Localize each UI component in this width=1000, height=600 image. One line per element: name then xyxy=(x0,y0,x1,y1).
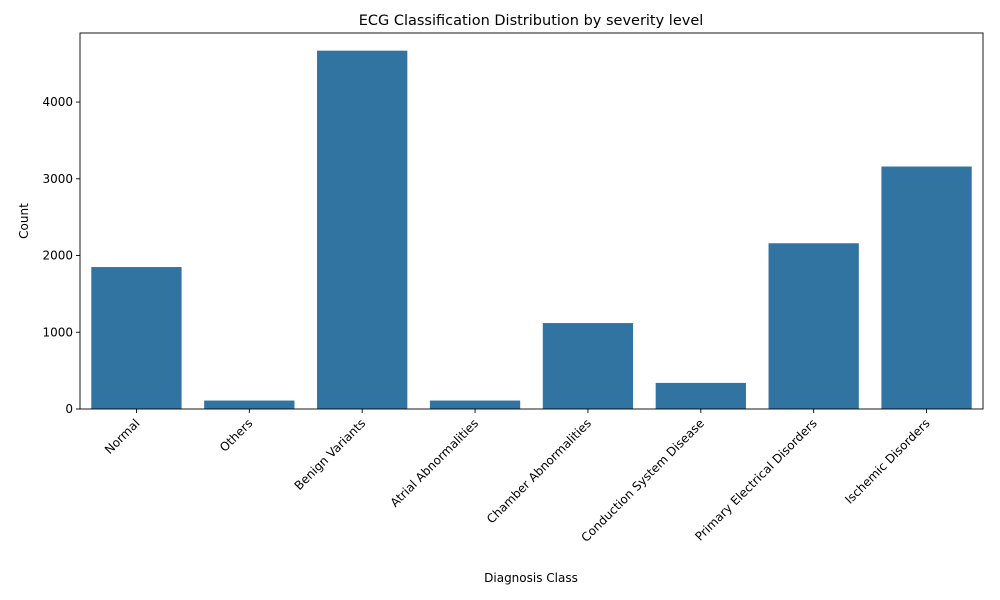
x-tick-label: Benign Variants xyxy=(292,416,369,493)
bar-ischemic-disorders xyxy=(881,166,972,409)
x-tick-label: Chamber Abnormalities xyxy=(484,416,594,526)
y-tick-label: 3000 xyxy=(42,172,73,186)
x-tick-label: Atrial Abnormalities xyxy=(388,416,482,510)
y-tick-label: 4000 xyxy=(42,95,73,109)
x-tick-label: Others xyxy=(217,416,255,454)
y-tick-label: 0 xyxy=(65,402,73,416)
bar-conduction-system-disease xyxy=(655,382,746,409)
x-axis-label: Diagnosis Class xyxy=(484,571,578,585)
x-tick-label: Primary Electrical Disorders xyxy=(692,416,819,543)
y-axis-ticks: 0 1000 2000 3000 4000 xyxy=(42,95,80,416)
bar-chamber-abnormalities xyxy=(542,323,634,409)
y-axis-label: Count xyxy=(17,203,31,239)
y-tick-label: 2000 xyxy=(42,249,73,263)
plot-frame xyxy=(79,32,984,410)
x-axis-ticks: Normal Others Benign Variants Atrial Abnorm… xyxy=(102,409,933,545)
x-tick-label: Conduction System Disease xyxy=(578,416,706,544)
bar-atrial-abnormalities xyxy=(429,400,521,409)
bar-others xyxy=(204,400,295,409)
x-tick-label: Normal xyxy=(102,416,143,457)
y-tick-label: 1000 xyxy=(42,325,73,339)
bar-benign-variants xyxy=(317,50,408,409)
bar-normal xyxy=(91,267,182,409)
x-tick-label: Ischemic Disorders xyxy=(842,416,932,506)
bars-group xyxy=(91,50,972,409)
bar-primary-electrical-disorders xyxy=(768,243,859,409)
chart-title: ECG Classification Distribution by sever… xyxy=(359,13,704,29)
